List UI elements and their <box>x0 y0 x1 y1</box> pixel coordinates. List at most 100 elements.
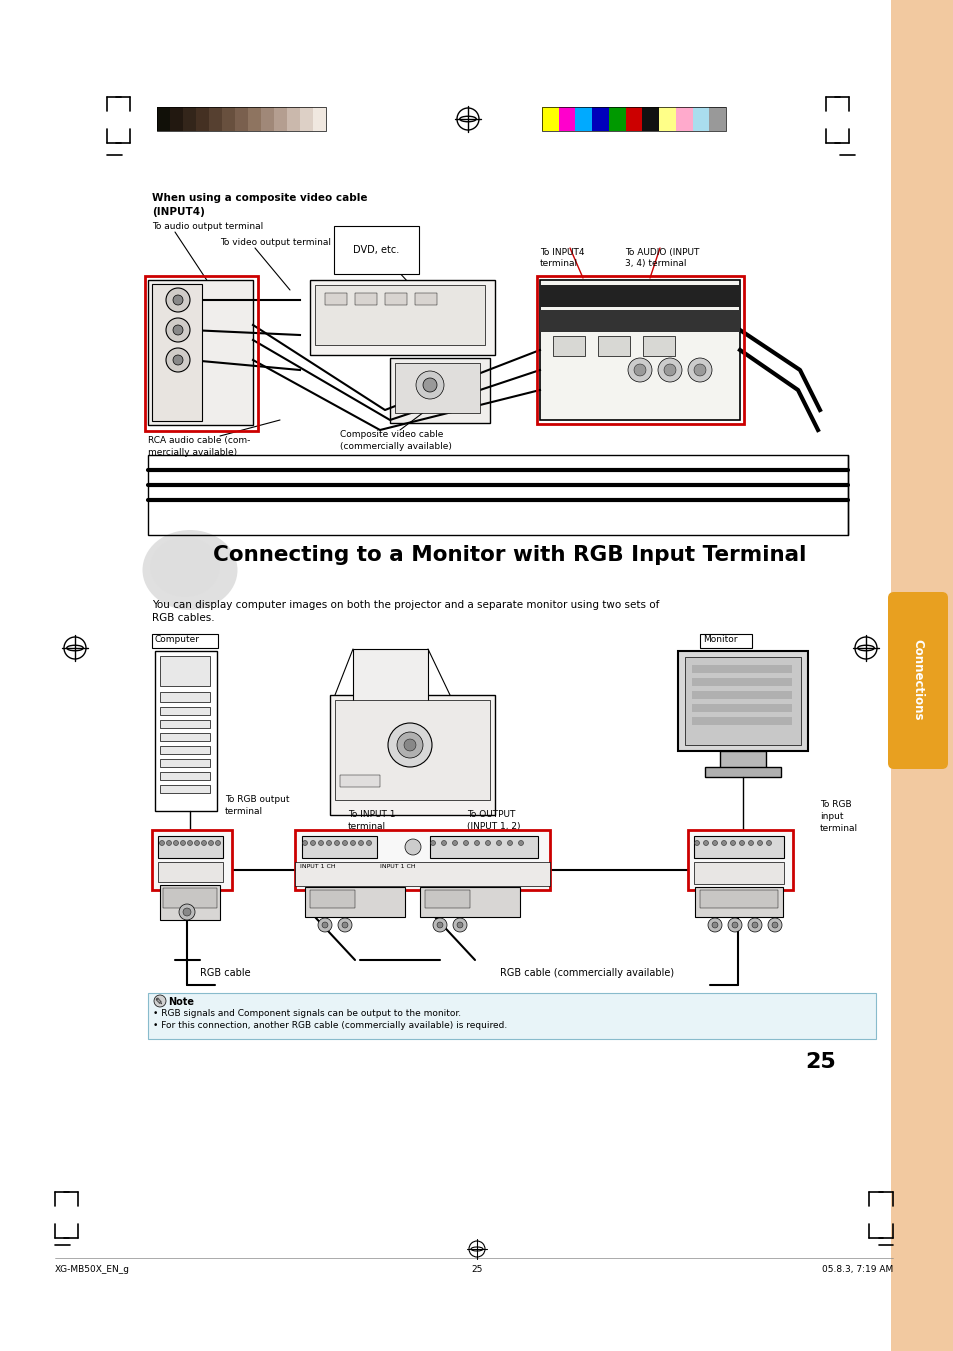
Circle shape <box>318 840 323 846</box>
Bar <box>687 830 792 890</box>
Bar <box>261 107 274 131</box>
Text: terminal: terminal <box>539 259 578 267</box>
Circle shape <box>711 921 718 928</box>
Text: INPUT 1 CH: INPUT 1 CH <box>299 865 335 869</box>
Bar <box>145 276 257 431</box>
Bar <box>299 107 314 131</box>
Circle shape <box>634 363 645 376</box>
Circle shape <box>201 840 206 846</box>
Text: To RGB output: To RGB output <box>225 794 289 804</box>
Circle shape <box>167 840 172 846</box>
Circle shape <box>209 840 213 846</box>
Bar <box>691 704 791 712</box>
Circle shape <box>183 908 191 916</box>
Bar <box>302 836 376 858</box>
Text: To INPUT4: To INPUT4 <box>539 249 584 257</box>
Circle shape <box>166 288 190 312</box>
Text: Connecting to a Monitor with RGB Input Terminal: Connecting to a Monitor with RGB Input T… <box>213 544 805 565</box>
Circle shape <box>422 378 436 392</box>
Bar <box>148 455 847 535</box>
Bar <box>160 759 210 767</box>
Bar <box>675 107 692 131</box>
Circle shape <box>658 358 681 382</box>
Circle shape <box>507 840 512 846</box>
Text: INPUT 1 CH: INPUT 1 CH <box>379 865 416 869</box>
Bar <box>592 107 609 131</box>
Bar <box>353 648 428 713</box>
Bar <box>390 358 490 423</box>
Circle shape <box>731 921 738 928</box>
Bar <box>695 888 782 917</box>
Circle shape <box>441 840 446 846</box>
Circle shape <box>310 840 315 846</box>
Circle shape <box>463 840 468 846</box>
Bar <box>148 993 875 1039</box>
Bar <box>691 717 791 725</box>
Circle shape <box>366 840 371 846</box>
Bar <box>720 751 765 769</box>
Circle shape <box>172 295 183 305</box>
Ellipse shape <box>142 530 237 611</box>
Bar <box>287 107 300 131</box>
Bar <box>355 293 376 305</box>
Circle shape <box>627 358 651 382</box>
Bar <box>625 107 642 131</box>
Circle shape <box>180 840 185 846</box>
Bar <box>541 107 725 131</box>
Bar <box>314 285 484 345</box>
Text: input: input <box>820 812 842 821</box>
Circle shape <box>342 840 347 846</box>
Text: terminal: terminal <box>225 807 263 816</box>
Bar <box>160 657 210 686</box>
Circle shape <box>747 917 761 932</box>
Bar <box>684 657 801 744</box>
Text: • For this connection, another RGB cable (commercially available) is required.: • For this connection, another RGB cable… <box>152 1021 507 1029</box>
Bar <box>641 107 659 131</box>
Bar <box>160 692 210 703</box>
Bar <box>339 775 379 788</box>
Bar <box>234 107 248 131</box>
Circle shape <box>771 921 778 928</box>
Circle shape <box>518 840 523 846</box>
Bar <box>170 107 183 131</box>
Circle shape <box>159 840 164 846</box>
Circle shape <box>707 917 721 932</box>
Text: 25: 25 <box>804 1052 835 1071</box>
Circle shape <box>172 326 183 335</box>
Bar <box>152 830 232 890</box>
Bar <box>160 885 220 920</box>
Bar <box>209 107 222 131</box>
Bar <box>335 700 490 800</box>
Circle shape <box>730 840 735 846</box>
Circle shape <box>453 917 467 932</box>
Bar <box>330 694 495 815</box>
Text: ✎: ✎ <box>153 997 162 1006</box>
Bar <box>691 665 791 673</box>
Text: RGB cable: RGB cable <box>200 969 251 978</box>
Circle shape <box>485 840 490 846</box>
Text: Monitor: Monitor <box>702 635 737 644</box>
Circle shape <box>215 840 220 846</box>
Bar <box>575 107 592 131</box>
Circle shape <box>452 840 457 846</box>
Bar <box>274 107 287 131</box>
Bar <box>693 836 783 858</box>
Circle shape <box>748 840 753 846</box>
Bar <box>395 363 479 413</box>
Circle shape <box>694 840 699 846</box>
Text: RGB cables.: RGB cables. <box>152 613 214 623</box>
Bar <box>693 862 783 884</box>
Circle shape <box>341 921 348 928</box>
Bar <box>160 785 210 793</box>
Bar <box>424 890 470 908</box>
Bar <box>678 651 807 751</box>
Bar <box>708 107 726 131</box>
Bar <box>154 651 216 811</box>
Text: • RGB signals and Component signals can be output to the monitor.: • RGB signals and Component signals can … <box>152 1009 460 1019</box>
Circle shape <box>388 723 432 767</box>
Text: 25: 25 <box>471 1265 482 1274</box>
Bar <box>539 280 740 420</box>
Circle shape <box>302 840 307 846</box>
Circle shape <box>456 921 462 928</box>
Bar <box>700 634 751 648</box>
